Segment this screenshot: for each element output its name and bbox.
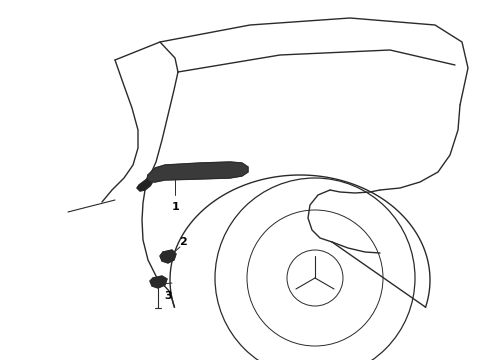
Text: 3: 3 [164,291,172,301]
Polygon shape [160,250,176,263]
Text: 1: 1 [172,202,180,212]
Polygon shape [147,162,248,182]
Polygon shape [150,276,167,288]
Text: 2: 2 [179,237,187,247]
Polygon shape [137,179,152,191]
